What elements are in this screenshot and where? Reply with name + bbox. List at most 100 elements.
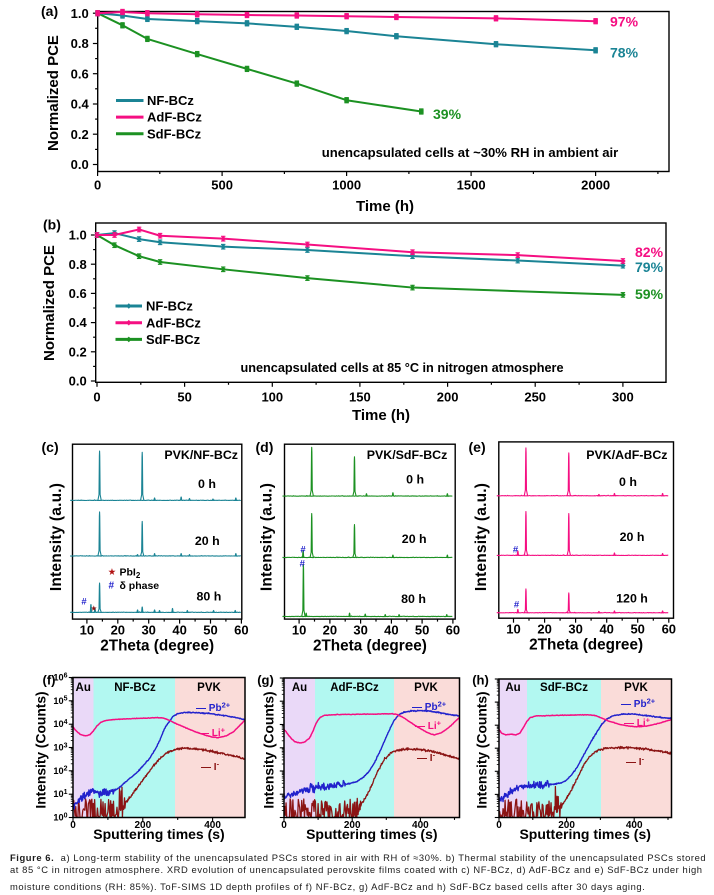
svg-text:unencapsulated cells at 85 °C: unencapsulated cells at 85 °C in nitroge… — [240, 361, 563, 375]
svg-text:100: 100 — [261, 390, 283, 405]
svg-text:Normalized PCE: Normalized PCE — [45, 35, 62, 151]
svg-text:★: ★ — [91, 605, 98, 613]
svg-text:AdF-BCz: AdF-BCz — [146, 315, 201, 330]
svg-text:105: 105 — [53, 696, 67, 706]
svg-text:0.8: 0.8 — [69, 257, 87, 272]
svg-text:Intensity (a.u.): Intensity (a.u.) — [473, 483, 490, 591]
svg-text:Au: Au — [292, 682, 307, 694]
svg-text:59%: 59% — [635, 286, 664, 302]
svg-text:10: 10 — [80, 622, 94, 637]
svg-text:0.6: 0.6 — [71, 66, 89, 81]
svg-text:97%: 97% — [610, 14, 639, 30]
svg-text:2000: 2000 — [581, 178, 610, 193]
svg-text:(f): (f) — [43, 673, 56, 688]
svg-text:SdF-BCz: SdF-BCz — [540, 682, 588, 694]
svg-text:Intensity (Counts): Intensity (Counts) — [475, 691, 490, 808]
svg-text:0.4: 0.4 — [71, 97, 90, 112]
svg-text:0.2: 0.2 — [71, 127, 89, 142]
svg-text:(e): (e) — [469, 439, 486, 455]
svg-text:#: # — [300, 559, 306, 570]
svg-text:0: 0 — [93, 390, 100, 405]
svg-text:100: 100 — [53, 812, 67, 822]
svg-text:0 h: 0 h — [198, 477, 216, 491]
svg-text:50: 50 — [203, 622, 217, 637]
svg-text:(g): (g) — [257, 673, 274, 688]
svg-text:80 h: 80 h — [197, 589, 222, 603]
svg-text:20 h: 20 h — [195, 534, 220, 548]
svg-text:1000: 1000 — [332, 178, 361, 193]
svg-text:20: 20 — [537, 621, 551, 636]
svg-text:50: 50 — [415, 622, 429, 637]
svg-text:500: 500 — [211, 178, 233, 193]
svg-text:0.6: 0.6 — [69, 286, 87, 301]
svg-text:— I-: — I- — [626, 755, 645, 769]
svg-text:(c): (c) — [42, 439, 59, 455]
svg-text:200: 200 — [344, 820, 361, 831]
svg-text:0 h: 0 h — [406, 473, 424, 487]
svg-text:20: 20 — [323, 622, 337, 637]
svg-text:30: 30 — [568, 621, 582, 636]
svg-text:NF-BCz: NF-BCz — [146, 299, 193, 314]
svg-text:40: 40 — [384, 622, 398, 637]
svg-text:PVK/AdF-BCz: PVK/AdF-BCz — [586, 448, 667, 462]
svg-text:60: 60 — [662, 621, 676, 636]
svg-text:120 h: 120 h — [616, 592, 648, 606]
svg-text:Time (h): Time (h) — [356, 198, 414, 215]
svg-text:Intensity (a.u.): Intensity (a.u.) — [259, 483, 276, 591]
svg-text:(a): (a) — [41, 3, 58, 19]
svg-text:30: 30 — [141, 622, 155, 637]
svg-text:AdF-BCz: AdF-BCz — [147, 110, 202, 125]
svg-text:39%: 39% — [433, 106, 462, 122]
svg-text:AdF-BCz: AdF-BCz — [330, 682, 379, 694]
svg-text:NF-BCz: NF-BCz — [147, 93, 194, 108]
svg-text:Sputtering times (s): Sputtering times (s) — [519, 826, 650, 842]
svg-text:30: 30 — [353, 622, 367, 637]
svg-text:0: 0 — [281, 820, 287, 831]
svg-text:1500: 1500 — [457, 178, 486, 193]
svg-text:0.0: 0.0 — [69, 374, 87, 389]
svg-text:104: 104 — [53, 719, 67, 729]
svg-text:200: 200 — [558, 820, 575, 831]
svg-text:PbI2: PbI2 — [120, 567, 141, 581]
svg-text:2Theta (degree): 2Theta (degree) — [313, 638, 427, 655]
svg-text:0: 0 — [94, 178, 101, 193]
svg-text:400: 400 — [626, 820, 643, 831]
svg-text:400: 400 — [204, 820, 221, 831]
svg-text:103: 103 — [53, 742, 67, 752]
svg-text:1.0: 1.0 — [69, 228, 87, 243]
svg-text:— Li+: — Li+ — [415, 719, 442, 733]
svg-text:10: 10 — [506, 621, 520, 636]
svg-text:0: 0 — [70, 820, 76, 831]
svg-text:PVK: PVK — [624, 682, 648, 694]
svg-text:106: 106 — [53, 672, 67, 682]
svg-text:0.2: 0.2 — [69, 344, 87, 359]
svg-text:SdF-BCz: SdF-BCz — [147, 126, 202, 141]
svg-text:Au: Au — [76, 682, 91, 694]
svg-text:20 h: 20 h — [402, 532, 427, 546]
svg-text:#: # — [109, 581, 115, 592]
svg-text:0.4: 0.4 — [69, 315, 88, 330]
svg-text:NF-BCz: NF-BCz — [114, 682, 156, 694]
svg-text:200: 200 — [437, 390, 459, 405]
svg-text:(h): (h) — [472, 673, 489, 688]
svg-text:80 h: 80 h — [401, 592, 426, 606]
svg-text:Normalized PCE: Normalized PCE — [41, 245, 58, 361]
svg-text:20: 20 — [111, 622, 125, 637]
svg-text:400: 400 — [412, 820, 429, 831]
svg-text:50: 50 — [177, 390, 191, 405]
svg-text:PVK: PVK — [197, 682, 221, 694]
svg-text:— Li+: — Li+ — [624, 716, 651, 730]
svg-text:60: 60 — [446, 622, 460, 637]
svg-text:— I-: — I- — [201, 760, 220, 774]
svg-text:10: 10 — [292, 622, 306, 637]
svg-text:#: # — [513, 545, 519, 556]
svg-text:0.0: 0.0 — [71, 157, 89, 172]
svg-text:#: # — [300, 545, 306, 556]
svg-text:2Theta (degree): 2Theta (degree) — [100, 638, 214, 655]
svg-text:79%: 79% — [635, 259, 664, 275]
svg-text:40: 40 — [172, 622, 186, 637]
svg-text:PVK/SdF-BCz: PVK/SdF-BCz — [367, 448, 448, 462]
svg-text:— I-: — I- — [417, 751, 436, 765]
svg-text:40: 40 — [599, 621, 613, 636]
svg-text:δ phase: δ phase — [120, 580, 160, 592]
